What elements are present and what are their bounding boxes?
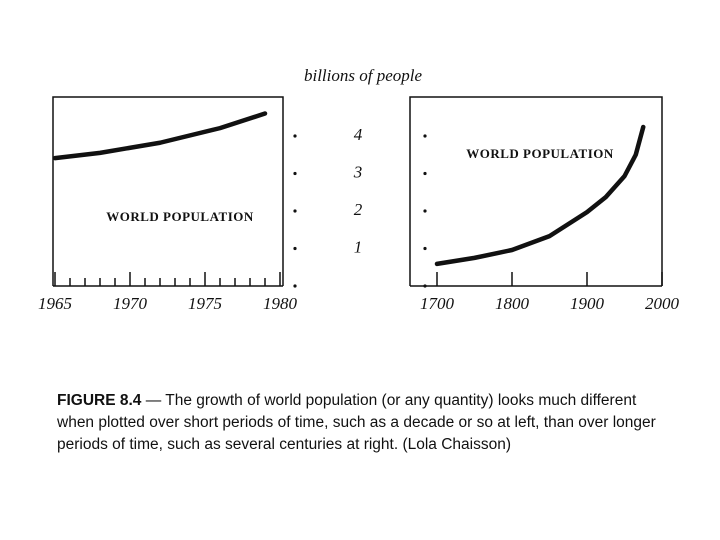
x-tick-label: 1970 [113, 294, 148, 313]
y-tick-label: 1 [354, 237, 363, 256]
x-tick-label: 1980 [263, 294, 298, 313]
y-tick-label: 2 [354, 200, 363, 219]
y-tick-dot [293, 171, 297, 176]
figure-label: FIGURE 8.4 [57, 392, 142, 409]
y-tick-dot [293, 246, 297, 251]
y-tick-dot [423, 209, 427, 213]
x-tick-label: 1965 [38, 294, 72, 313]
y-tick-dot [423, 171, 427, 176]
y-tick-dot [293, 209, 297, 213]
y-tick-dot [423, 246, 427, 251]
y-tick-dot [293, 134, 297, 138]
population-line [52, 111, 268, 161]
x-tick-label: 1800 [495, 294, 530, 313]
caption-text: — The growth of world population (or any… [57, 392, 656, 453]
y-axis-label: billions of people [304, 66, 423, 85]
population-line [434, 124, 646, 267]
caption: FIGURE 8.4 — The growth of world populat… [57, 390, 657, 456]
y-tick-label: 4 [354, 125, 363, 144]
annotation: WORLD POPULATION [466, 146, 614, 161]
y-tick-dot [423, 134, 427, 138]
plot-frame [52, 96, 284, 286]
y-tick-dot [423, 284, 427, 288]
x-tick-label: 2000 [645, 294, 680, 313]
y-tick-dot [293, 284, 297, 288]
plot-frame [409, 96, 663, 286]
annotation: WORLD POPULATION [106, 209, 254, 224]
x-tick-label: 1900 [570, 294, 605, 313]
x-tick-label: 1700 [420, 294, 455, 313]
x-tick-label: 1975 [188, 294, 222, 313]
y-tick-label: 3 [353, 162, 363, 181]
